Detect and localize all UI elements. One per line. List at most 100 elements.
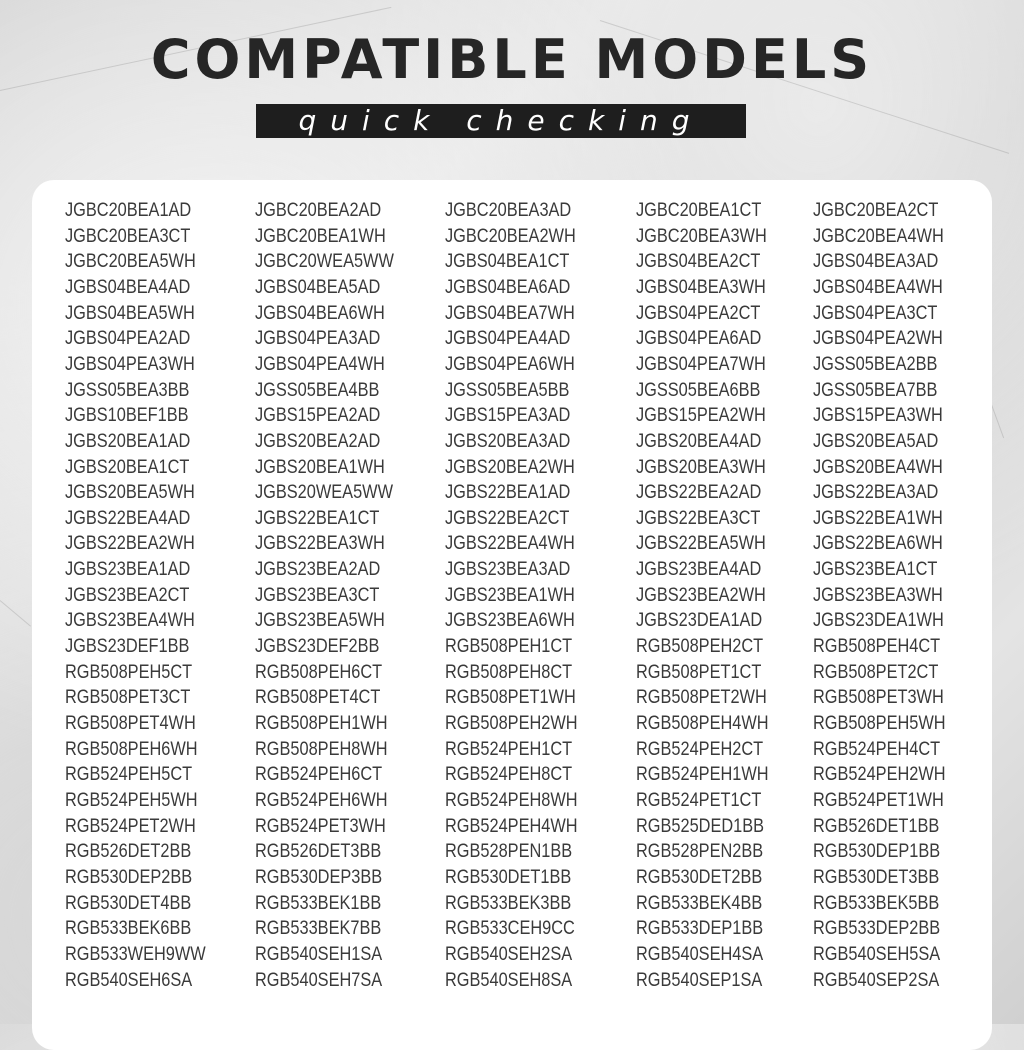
- model-item: JGBS20WEA5WW: [255, 482, 394, 504]
- model-item: JGBS20BEA3WH: [636, 456, 766, 478]
- model-item: JGBS04BEA5AD: [255, 276, 381, 298]
- model-item: JGBS22BEA3AD: [813, 482, 939, 504]
- model-item: RGB508PEH1WH: [255, 713, 388, 734]
- model-item: JGSS05BEA7BB: [813, 379, 938, 401]
- model-item: JGBS23BEA2CT: [65, 584, 190, 606]
- model-item: RGB530DET1BB: [445, 866, 572, 888]
- model-item: JGBS20BEA2WH: [445, 456, 575, 478]
- model-item: RGB533BEK5BB: [813, 892, 940, 914]
- model-item: JGBS15PEA2WH: [636, 405, 766, 427]
- model-item: RGB524PEH8CT: [445, 764, 573, 786]
- model-item: JGBS23BEA2WH: [636, 584, 766, 606]
- model-item: RGB530DEP2BB: [65, 866, 193, 888]
- model-item: JGBC20BEA3CT: [65, 225, 191, 247]
- model-item: JGBS04BEA5WH: [65, 302, 195, 324]
- model-item: JGBS20BEA5WH: [65, 482, 195, 504]
- model-item: JGBS22BEA3WH: [255, 533, 385, 555]
- model-item: RGB533CEH9CC: [445, 918, 575, 940]
- model-item: JGBS23BEA4WH: [65, 610, 195, 632]
- model-item: RGB524PEH6CT: [255, 764, 383, 786]
- model-item: JGBS15PEA2AD: [255, 405, 381, 427]
- model-item: JGBS04BEA4WH: [813, 276, 943, 298]
- model-item: JGBS23DEF2BB: [255, 636, 380, 658]
- model-item: JGBS04PEA2CT: [636, 302, 761, 324]
- model-item: RGB528PEN2BB: [636, 841, 764, 863]
- model-item: JGBS04PEA3CT: [813, 302, 938, 324]
- model-item: JGBS23BEA3WH: [813, 584, 943, 606]
- model-item: JGBS04PEA3WH: [65, 353, 195, 375]
- model-item: RGB524PET1WH: [813, 789, 944, 811]
- model-item: JGBS20BEA1WH: [255, 456, 385, 478]
- model-item: RGB540SEP2SA: [813, 969, 940, 991]
- model-item: RGB508PEH2CT: [636, 636, 764, 658]
- model-item: JGBS04BEA7WH: [445, 302, 575, 324]
- model-item: JGBS22BEA2AD: [636, 482, 762, 504]
- model-item: JGBS23BEA5WH: [255, 610, 385, 632]
- model-item: JGBC20BEA1CT: [636, 200, 762, 221]
- model-item: RGB540SEH2SA: [445, 943, 573, 965]
- model-item: RGB508PET4CT: [255, 687, 381, 709]
- model-item: RGB540SEP1SA: [636, 969, 763, 991]
- model-item: RGB508PEH1CT: [445, 636, 573, 658]
- model-item: JGBS04PEA4AD: [445, 328, 571, 350]
- model-item: RGB508PEH6CT: [255, 661, 383, 683]
- model-item: RGB525DED1BB: [636, 815, 765, 837]
- model-item: RGB530DEP3BB: [255, 866, 383, 888]
- model-item: JGBS23BEA1CT: [813, 559, 938, 581]
- model-item: JGBS04PEA7WH: [636, 353, 766, 375]
- model-item: RGB540SEH5SA: [813, 943, 941, 965]
- model-item: JGBS23BEA1AD: [65, 559, 191, 581]
- model-item: JGBS20BEA2AD: [255, 430, 381, 452]
- model-item: JGBC20WEA5WW: [255, 251, 394, 273]
- model-item: JGBS04BEA1CT: [445, 251, 570, 273]
- model-item: JGBS04BEA6AD: [445, 276, 571, 298]
- model-item: RGB524PET2WH: [65, 815, 196, 837]
- model-item: JGBS22BEA4AD: [65, 507, 191, 529]
- model-item: JGBS23BEA4AD: [636, 559, 762, 581]
- model-item: RGB508PEH6WH: [65, 738, 198, 760]
- model-item: JGBS04BEA4AD: [65, 276, 191, 298]
- model-item: JGBS04BEA2CT: [636, 251, 761, 273]
- model-item: RGB533BEK3BB: [445, 892, 572, 914]
- model-item: JGBC20BEA1WH: [255, 225, 386, 247]
- model-item: JGSS05BEA5BB: [445, 379, 570, 401]
- model-item: RGB524PET1CT: [636, 789, 762, 811]
- model-item: RGB530DET2BB: [636, 866, 763, 888]
- model-item: JGBS04PEA3AD: [255, 328, 381, 350]
- subtitle-bar: [256, 104, 746, 138]
- model-item: JGBS04BEA6WH: [255, 302, 385, 324]
- model-item: JGBC20BEA5WH: [65, 251, 196, 273]
- model-item: RGB540SEH1SA: [255, 943, 383, 965]
- model-item: RGB524PEH8WH: [445, 789, 578, 811]
- model-item: JGBC20BEA3AD: [445, 200, 572, 221]
- model-item: JGBS04PEA2AD: [65, 328, 191, 350]
- model-item: RGB508PEH4WH: [636, 713, 769, 734]
- model-item: JGBS22BEA1AD: [445, 482, 571, 504]
- model-item: RGB524PEH6WH: [255, 789, 388, 811]
- model-item: JGBS20BEA1AD: [65, 430, 191, 452]
- model-item: JGBC20BEA3WH: [636, 225, 767, 247]
- model-item: RGB528PEN1BB: [445, 841, 573, 863]
- models-card: JGBC20BEA1AD JGBC20BEA2AD JGBC20BEA3AD JGBC…: [32, 180, 992, 1050]
- model-item: RGB524PEH2CT: [636, 738, 764, 760]
- model-item: RGB540SEH6SA: [65, 969, 193, 991]
- model-item: JGSS05BEA3BB: [65, 379, 190, 401]
- model-item: JGBS20BEA1CT: [65, 456, 190, 478]
- model-item: RGB530DET4BB: [65, 892, 192, 914]
- model-item: JGBS04PEA6WH: [445, 353, 575, 375]
- model-item: JGSS05BEA4BB: [255, 379, 380, 401]
- model-item: JGBS22BEA6WH: [813, 533, 943, 555]
- model-item: JGBS22BEA1CT: [255, 507, 380, 529]
- model-item: JGBC20BEA2WH: [445, 225, 576, 247]
- model-item: RGB524PEH1WH: [636, 764, 769, 786]
- model-item: RGB524PEH4CT: [813, 738, 941, 760]
- model-item: JGBS15PEA3AD: [445, 405, 571, 427]
- model-item: RGB533DEP1BB: [636, 918, 764, 940]
- model-item: JGBC20BEA4WH: [813, 225, 944, 247]
- model-item: JGBS23BEA2AD: [255, 559, 381, 581]
- model-item: JGBS23DEF1BB: [65, 636, 190, 658]
- model-item: JGBS22BEA3CT: [636, 507, 761, 529]
- model-item: RGB533BEK4BB: [636, 892, 763, 914]
- page-title: COMPATIBLE MODELS: [150, 28, 874, 91]
- model-item: JGBS04PEA2WH: [813, 328, 943, 350]
